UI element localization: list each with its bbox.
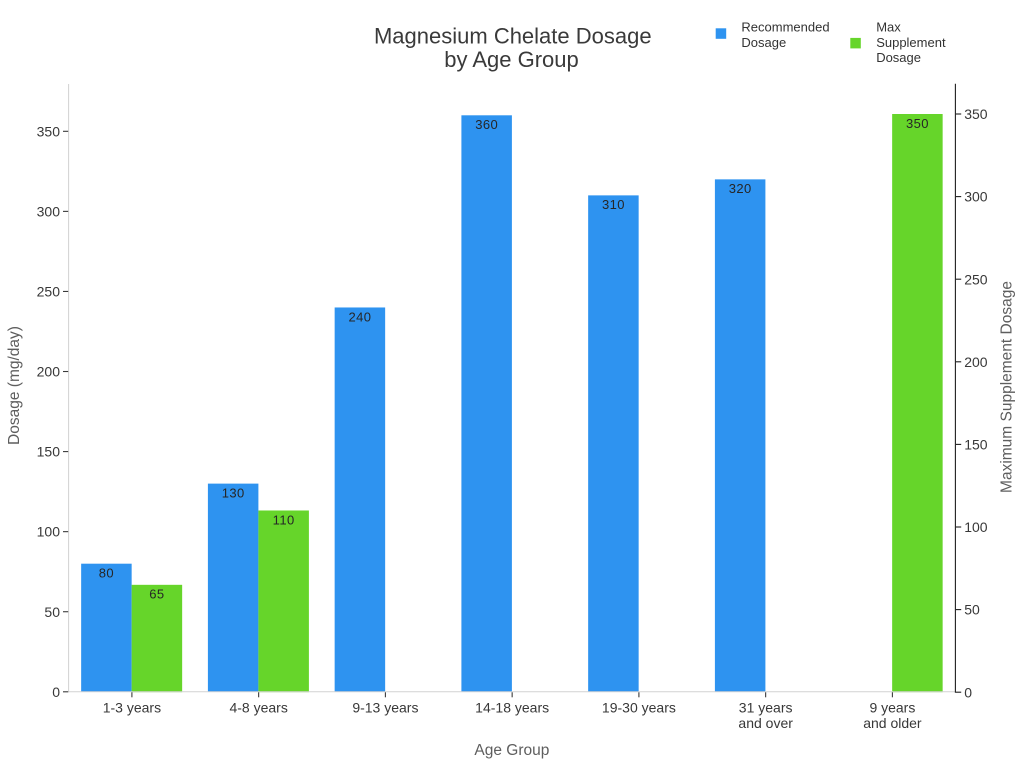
svg-text:Age Group: Age Group [474,742,549,759]
svg-text:Max: Max [876,20,901,35]
svg-text:9 years: 9 years [869,700,915,716]
svg-text:150: 150 [37,444,61,460]
svg-text:150: 150 [964,436,988,452]
svg-text:1-3 years: 1-3 years [103,700,161,716]
svg-text:Supplement: Supplement [876,35,946,50]
svg-text:80: 80 [99,565,114,580]
svg-text:Dosage: Dosage [876,50,921,65]
svg-text:and over: and over [738,715,793,731]
svg-text:200: 200 [37,364,61,380]
svg-text:Dosage: Dosage [741,35,786,50]
svg-text:Maximum Supplement Dosage: Maximum Supplement Dosage [999,281,1016,493]
svg-text:300: 300 [964,189,988,205]
svg-text:9-13 years: 9-13 years [352,700,418,716]
svg-text:by Age Group: by Age Group [444,47,579,72]
svg-text:130: 130 [222,485,245,500]
svg-text:19-30 years: 19-30 years [602,700,676,716]
svg-text:350: 350 [906,116,929,131]
svg-text:110: 110 [273,512,295,527]
svg-text:200: 200 [964,354,988,370]
svg-text:100: 100 [37,524,61,540]
svg-text:Dosage (mg/day): Dosage (mg/day) [6,326,23,445]
svg-text:250: 250 [964,271,988,287]
svg-text:Recommended: Recommended [741,20,829,35]
svg-text:360: 360 [475,117,498,132]
svg-text:0: 0 [52,684,60,700]
svg-text:4-8 years: 4-8 years [229,700,287,716]
svg-text:0: 0 [964,684,972,700]
svg-text:50: 50 [44,604,60,620]
svg-text:320: 320 [729,181,752,196]
svg-text:350: 350 [37,123,61,139]
svg-text:65: 65 [149,587,164,602]
svg-text:250: 250 [37,284,61,300]
svg-text:50: 50 [964,602,980,618]
svg-text:14-18 years: 14-18 years [475,700,549,716]
svg-text:350: 350 [964,106,988,122]
svg-text:310: 310 [602,197,625,212]
svg-text:and older: and older [863,715,922,731]
svg-text:240: 240 [348,309,371,324]
svg-text:100: 100 [964,519,988,535]
svg-text:31 years: 31 years [739,700,793,716]
svg-text:Magnesium Chelate Dosage: Magnesium Chelate Dosage [374,24,652,49]
svg-text:300: 300 [37,203,61,219]
